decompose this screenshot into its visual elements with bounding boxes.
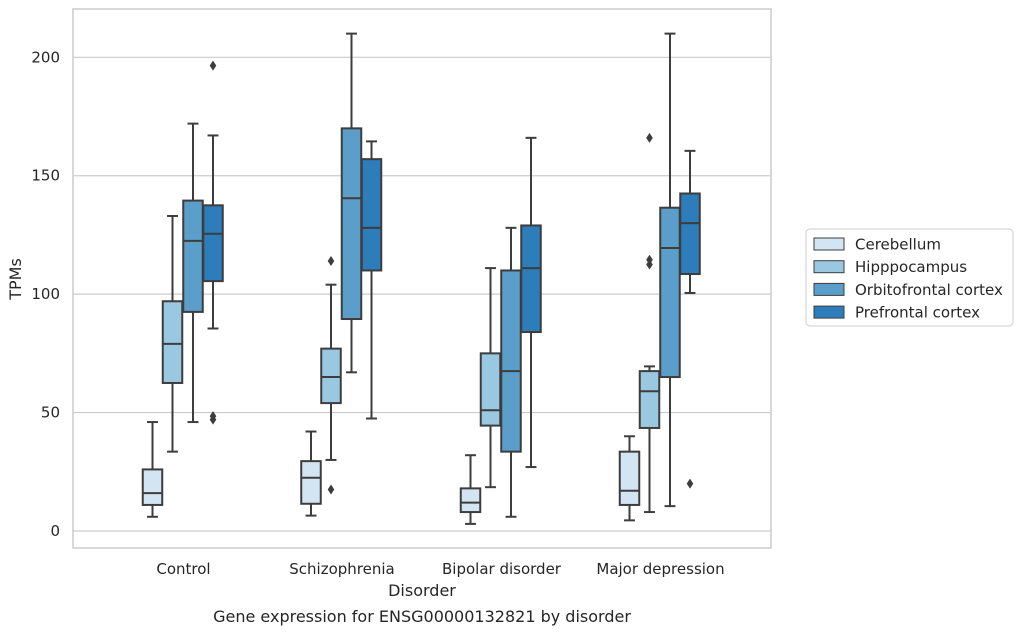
y-tick-label: 200 [31,48,60,66]
plot-area-frame [72,8,772,549]
outlier-point [646,132,653,143]
box-iqr [141,468,164,506]
outlier-point [646,254,653,265]
box [659,32,681,508]
series-cerebellum [141,421,641,525]
legend-label: Orbitofrontal cortex [855,281,1003,299]
y-tick-labels: 0 50 100 150 200 [31,48,60,540]
box [161,214,184,453]
legend-swatch [813,305,845,319]
series-prefrontal-cortex [202,60,701,489]
y-tick-label: 0 [50,522,60,540]
box-series [141,32,701,525]
box [459,454,482,525]
box [320,255,342,495]
chart-caption: Gene expression for ENSG00000132821 by d… [213,607,631,626]
box-iqr [300,460,322,505]
box [479,267,502,489]
box [340,32,363,374]
series-hipppocampus [161,132,661,514]
box-iqr [679,192,701,276]
x-tick-label: Major depression [596,560,724,578]
legend-label: Cerebellum [855,236,941,254]
x-tick-label: Control [156,560,210,578]
box [500,226,522,518]
box-iqr [202,204,224,283]
outlier-point [327,255,335,266]
box [520,136,542,469]
box [182,122,204,424]
box-iqr [638,370,661,429]
box [679,149,701,489]
box [638,132,661,514]
box-iqr [161,300,184,384]
box [618,435,641,522]
box-iqr [500,269,522,453]
legend-label: Prefrontal cortex [855,304,980,322]
y-tick-label: 100 [31,285,60,303]
box [360,140,383,420]
box-iqr [618,450,641,506]
box-iqr [360,158,383,272]
box-iqr [520,224,542,334]
x-axis-label: Disorder [388,581,456,600]
legend-label: Hipppocampus [855,258,967,276]
x-tick-label: Schizophrenia [289,560,394,578]
box-iqr [320,347,342,405]
legend-swatch [813,282,845,296]
y-tick-label: 50 [41,404,60,422]
box-iqr [479,352,502,427]
box [141,421,164,518]
box-iqr [340,127,363,321]
x-tick-labels: Control Schizophrenia Bipolar disorder Majo… [156,560,724,578]
y-tick-label: 150 [31,167,60,185]
box-iqr [459,487,482,514]
outlier-point [209,60,217,71]
box-iqr [659,206,681,379]
box-iqr [182,199,204,313]
legend-frame [805,228,1014,327]
legend: Cerebellum Hipppocampus Orbitofrontal cort… [805,228,1014,327]
series-orbitofrontal-cortex [182,32,681,518]
box [300,430,322,517]
legend-swatch [813,260,845,274]
x-tick-label: Bipolar disorder [442,560,562,578]
legend-swatch [813,237,845,251]
outlier-point [209,411,217,422]
outlier-point [686,478,694,489]
box [202,60,224,425]
y-axis-label: TPMs [6,258,25,301]
outlier-point [327,484,335,495]
